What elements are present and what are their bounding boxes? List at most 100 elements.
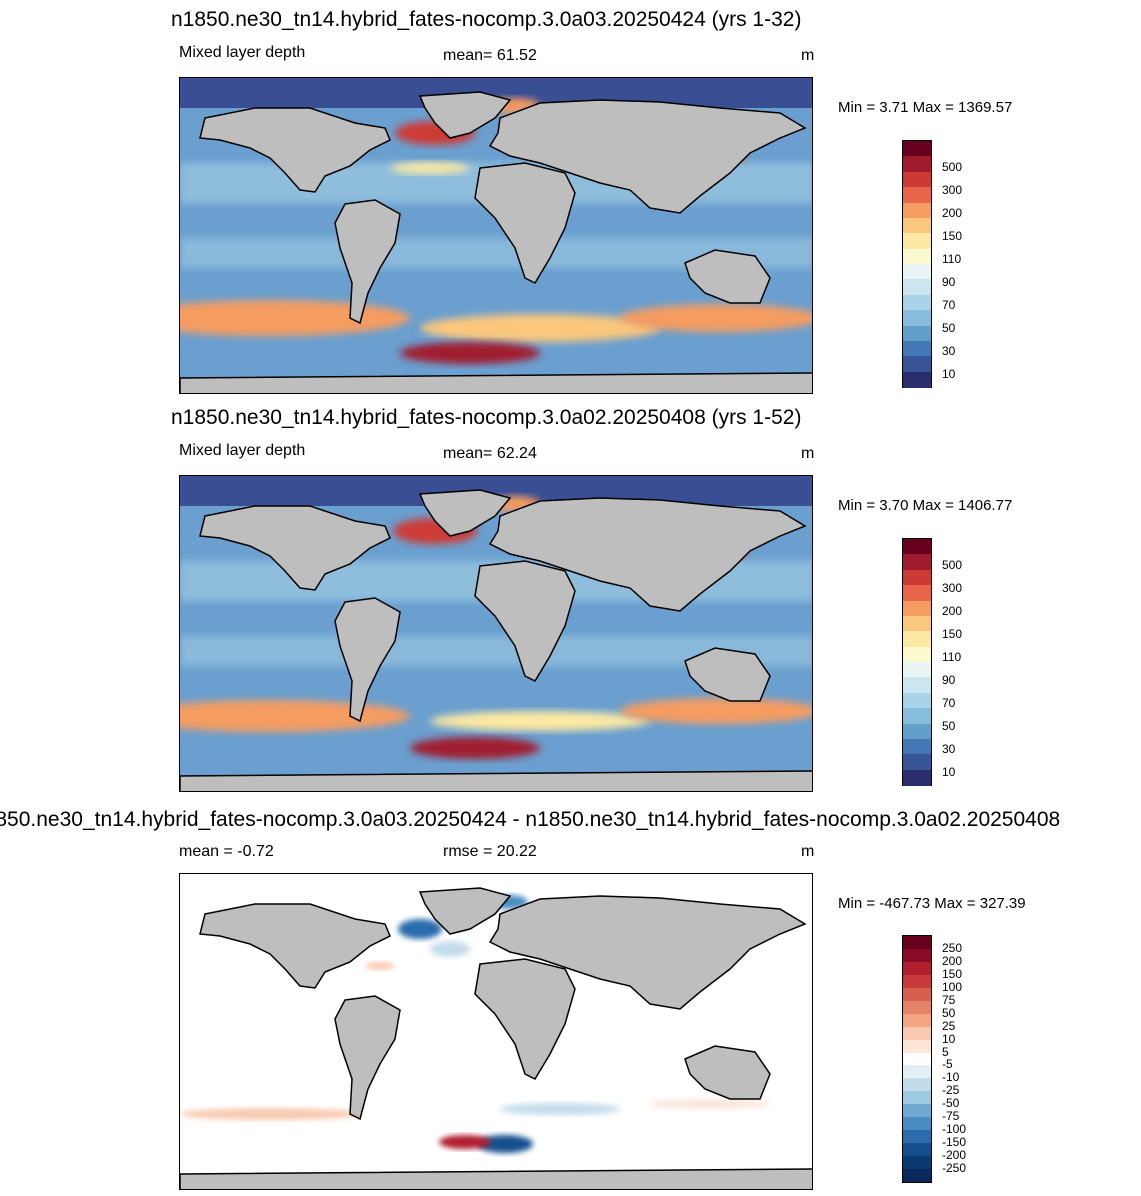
panel-1-min-max: Min = 3.71 Max = 1369.57 [838, 99, 1013, 116]
panel-2-title: n1850.ne30_tn14.hybrid_fates-nocomp.3.0a… [171, 406, 802, 429]
colorbar-label: 50 [942, 718, 956, 733]
panel-1-mean-label: mean= 61.52 [443, 47, 537, 64]
panel-2-min-max: Min = 3.70 Max = 1406.77 [838, 497, 1013, 514]
colorbar-segment [903, 615, 931, 632]
colorbar-label: 300 [942, 182, 963, 197]
panel-2-units-label: m [801, 445, 815, 462]
colorbar-segment [903, 738, 931, 755]
colorbar-segment [903, 677, 931, 694]
colorbar-label: 90 [942, 672, 956, 687]
colorbar-segment [903, 1104, 931, 1118]
colorbar-segment [903, 1169, 931, 1183]
panel-3-map [179, 873, 813, 1190]
colorbar-label: 150 [942, 966, 963, 981]
colorbar-label: 500 [942, 159, 963, 174]
panel-3-rmse-label: rmse = 20.22 [443, 843, 537, 860]
colorbar-segment [903, 1117, 931, 1131]
colorbar-segment [903, 264, 931, 280]
colorbar-label: 200 [942, 603, 963, 618]
colorbar-segment [903, 233, 931, 250]
colorbar-segment [903, 554, 931, 571]
colorbar-segment [903, 708, 931, 724]
colorbar-segment [903, 948, 931, 963]
land-masses [180, 489, 812, 791]
colorbar-segment [903, 961, 931, 976]
colorbar-label: 70 [942, 695, 956, 710]
colorbar-segment [903, 1156, 931, 1170]
colorbar-label: 100 [942, 979, 963, 994]
colorbar-segment [903, 310, 931, 326]
colorbar-label: -5 [942, 1057, 953, 1072]
colorbar-segment [903, 631, 931, 648]
colorbar-label: 500 [942, 557, 963, 572]
colorbar-segment [903, 662, 931, 678]
colorbar-segment [903, 1039, 931, 1054]
colorbar-label: 10 [942, 1031, 956, 1046]
panel-3-title: n1850.ne30_tn14.hybrid_fates-nocomp.3.0a… [0, 808, 1061, 831]
colorbar-segment [903, 1052, 931, 1066]
colorbar-label: -50 [942, 1096, 960, 1111]
colorbar-segment [903, 156, 931, 173]
colorbar-segment [903, 1000, 931, 1015]
colorbar-segment [903, 141, 931, 157]
panel-2-variable-label: Mixed layer depth [179, 442, 306, 459]
colorbar-segment [903, 340, 931, 357]
colorbar-segment [903, 585, 931, 601]
colorbar-segment [903, 754, 931, 771]
colorbar-segment [903, 1078, 931, 1092]
colorbar-label: 110 [942, 251, 962, 266]
panel-2-map [179, 475, 813, 792]
colorbar-label: 75 [942, 992, 956, 1007]
colorbar-segment [903, 356, 931, 373]
colorbar-label: 50 [942, 1005, 956, 1020]
colorbar-segment [903, 987, 931, 1002]
colorbar-segment [903, 1130, 931, 1144]
colorbar-segment [903, 539, 931, 555]
colorbar-segment [903, 187, 931, 203]
colorbar-label: 10 [942, 366, 956, 381]
colorbar-segment [903, 371, 931, 388]
panel-2-mean-label: mean= 62.24 [443, 445, 537, 462]
panel-3-units-label: m [801, 843, 815, 860]
panel-3-colorbar [902, 935, 932, 1183]
panel-1-variable-label: Mixed layer depth [179, 44, 306, 61]
panel-3-min-max: Min = -467.73 Max = 327.39 [838, 895, 1026, 912]
land-masses [180, 91, 812, 393]
colorbar-label: 70 [942, 297, 956, 312]
colorbar-segment [903, 325, 931, 342]
colorbar-label: 25 [942, 1018, 956, 1033]
colorbar-segment [903, 1091, 931, 1105]
colorbar-label: 150 [942, 626, 963, 641]
colorbar-label: -75 [942, 1109, 960, 1124]
colorbar-label: -200 [942, 1148, 967, 1163]
colorbar-label: 30 [942, 343, 956, 358]
colorbar-segment [903, 1026, 931, 1041]
colorbar-label: 200 [942, 205, 963, 220]
colorbar-label: 250 [942, 940, 963, 955]
colorbar-segment [903, 646, 931, 663]
panel-1-map [179, 77, 813, 394]
colorbar-label: 50 [942, 320, 956, 335]
colorbar-segment [903, 769, 931, 786]
colorbar-label: -250 [942, 1161, 967, 1176]
colorbar-label: -100 [942, 1122, 967, 1137]
colorbar-label: 300 [942, 580, 963, 595]
colorbar-segment [903, 569, 931, 586]
colorbar-segment [903, 692, 931, 709]
colorbar-segment [903, 202, 931, 219]
colorbar-label: 200 [942, 953, 963, 968]
colorbar-segment [903, 1065, 931, 1079]
panel-1-units-label: m [801, 47, 815, 64]
colorbar-label: 110 [942, 649, 962, 664]
colorbar-segment [903, 1013, 931, 1028]
colorbar-segment [903, 1143, 931, 1157]
colorbar-label: 150 [942, 228, 963, 243]
colorbar-label: 5 [942, 1044, 949, 1059]
colorbar-segment [903, 248, 931, 265]
panel-3-mean-label: mean = -0.72 [179, 843, 274, 860]
panel-2-colorbar [902, 538, 932, 786]
colorbar-segment [903, 974, 931, 989]
panel-1-colorbar [902, 140, 932, 388]
colorbar-segment [903, 279, 931, 296]
land-masses [180, 887, 812, 1189]
